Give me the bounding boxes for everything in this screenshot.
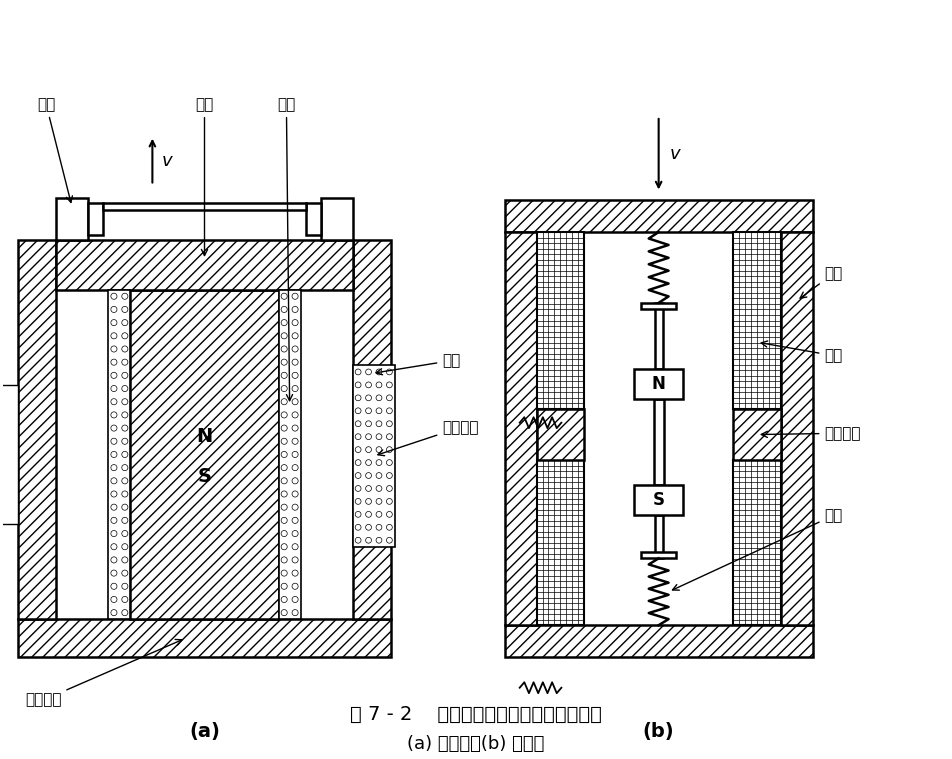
- Bar: [56, 198, 88, 240]
- Bar: [641, 553, 675, 559]
- Bar: [321, 198, 352, 240]
- Bar: [88, 203, 103, 235]
- Text: 线圈: 线圈: [277, 97, 295, 401]
- Bar: [536, 232, 584, 409]
- Text: N: N: [651, 375, 664, 393]
- Bar: [306, 203, 321, 235]
- Bar: [505, 200, 812, 232]
- Bar: [653, 399, 663, 485]
- Bar: [18, 240, 56, 619]
- Bar: [536, 409, 584, 460]
- Text: N: N: [196, 427, 212, 446]
- Text: (a) 动圈式；(b) 动铁式: (a) 动圈式；(b) 动铁式: [407, 735, 545, 754]
- Text: (a): (a): [188, 722, 220, 741]
- Bar: [654, 515, 662, 559]
- Bar: [732, 409, 780, 460]
- Bar: [278, 290, 300, 619]
- Text: S: S: [197, 467, 211, 486]
- Text: (b): (b): [643, 722, 674, 741]
- Text: S: S: [652, 491, 664, 509]
- Bar: [18, 619, 390, 657]
- Bar: [654, 303, 662, 370]
- Text: 线圈: 线圈: [761, 341, 842, 363]
- Bar: [633, 370, 683, 399]
- Bar: [780, 232, 812, 625]
- Text: 弹簧: 弹簧: [37, 97, 72, 203]
- Bar: [130, 290, 278, 619]
- Bar: [352, 240, 390, 619]
- Bar: [732, 232, 780, 409]
- Text: 极掌: 极掌: [195, 97, 213, 256]
- Bar: [352, 366, 394, 546]
- Bar: [633, 485, 683, 515]
- Text: 磁轭: 磁轭: [376, 353, 460, 375]
- Text: $v$: $v$: [668, 145, 681, 163]
- Bar: [505, 625, 812, 657]
- Text: 弹簧: 弹簧: [672, 508, 842, 591]
- Text: 永久磁铁: 永久磁铁: [25, 639, 182, 707]
- Bar: [536, 460, 584, 625]
- Bar: [109, 290, 130, 619]
- Text: 壳体: 壳体: [800, 266, 842, 298]
- Bar: [641, 303, 675, 309]
- Text: 补偿线圈: 补偿线圈: [378, 420, 478, 455]
- Text: 永久磁铁: 永久磁铁: [761, 426, 860, 441]
- Bar: [1, 386, 18, 524]
- Text: 图 7 - 2    恒磁通式磁电传感器结构原理图: 图 7 - 2 恒磁通式磁电传感器结构原理图: [349, 705, 602, 724]
- Bar: [732, 460, 780, 625]
- Bar: [56, 240, 352, 290]
- Text: $v$: $v$: [161, 152, 174, 169]
- Bar: [505, 232, 536, 625]
- Bar: [103, 203, 306, 210]
